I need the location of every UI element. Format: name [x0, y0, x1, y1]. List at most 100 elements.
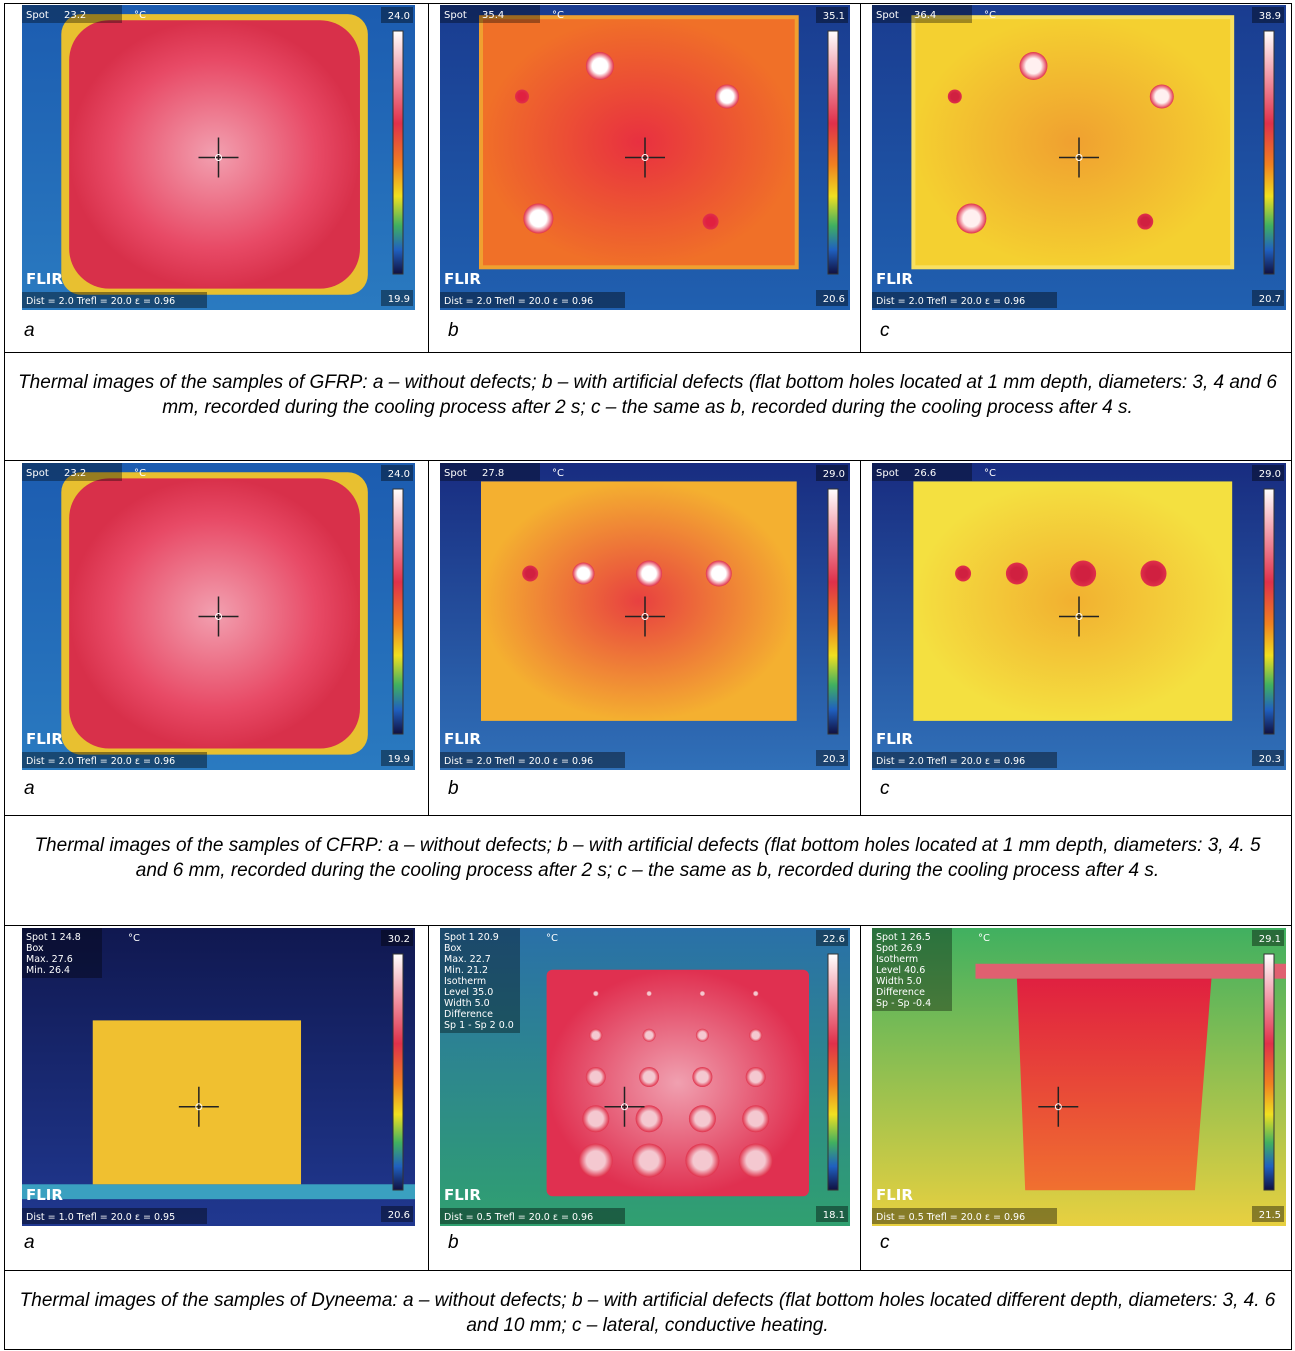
overlay-text: Min. 21.2	[444, 965, 488, 976]
overlay-text: Spot 1 20.9	[444, 932, 499, 943]
sample	[1017, 979, 1212, 1191]
thermal-image: Spot26.6°C29.020.3FLIRDist = 2.0 Trefl =…	[872, 463, 1286, 770]
defect	[586, 52, 614, 80]
unit: °C	[128, 933, 140, 944]
defect	[1137, 214, 1153, 230]
thermal-image: Spot 1 20.9BoxMax. 22.7Min. 21.2Isotherm…	[440, 928, 850, 1226]
footer: Dist = 2.0 Trefl = 20.0 ε = 0.96	[876, 756, 1025, 767]
color-scale	[1264, 954, 1274, 1190]
defect	[956, 204, 986, 234]
defect	[1150, 85, 1174, 109]
overlay-text: 23.2	[64, 468, 86, 479]
sample	[69, 478, 360, 748]
defect	[699, 991, 705, 997]
color-scale	[828, 489, 838, 734]
overlay-text: Width 5.0	[876, 976, 922, 987]
overlay-text: Max. 27.6	[26, 954, 73, 965]
overlay-text: Spot	[444, 10, 467, 21]
sample	[481, 17, 797, 267]
overlay-text: Width 5.0	[444, 998, 490, 1009]
panel-label: b	[448, 1232, 459, 1254]
defect	[955, 566, 971, 582]
sample	[93, 1020, 301, 1184]
defect	[646, 991, 652, 997]
defect	[742, 1105, 769, 1132]
panel-label: a	[24, 1232, 35, 1254]
footer: Dist = 0.5 Trefl = 20.0 ε = 0.96	[444, 1212, 593, 1223]
defect	[715, 85, 739, 109]
defect	[582, 1105, 609, 1132]
scale-min: 20.3	[823, 754, 845, 765]
defect	[643, 1029, 656, 1042]
scale-min: 20.7	[1259, 294, 1281, 305]
defect	[636, 561, 662, 587]
overlay-text: Isotherm	[876, 954, 918, 965]
scale-max: 29.1	[1259, 934, 1281, 945]
color-scale	[393, 31, 403, 274]
unit: °C	[552, 10, 564, 21]
panel-label: a	[24, 778, 35, 800]
overlay-text: Sp - Sp -0.4	[876, 998, 931, 1009]
defect	[515, 90, 529, 104]
thermal-image: Spot 35.4 °C 35.1 20.6 FLIR Dist = 2.0 Trefl =…	[440, 5, 850, 310]
logo: FLIR	[876, 270, 913, 288]
overlay-text: Spot	[444, 468, 467, 479]
scale-min: 20.6	[823, 294, 845, 305]
panel-label: c	[880, 1232, 890, 1254]
sample	[69, 20, 360, 288]
overlay-text: Min. 26.4	[26, 965, 70, 976]
defect	[632, 1143, 666, 1177]
sample	[481, 481, 797, 720]
logo: FLIR	[876, 1186, 913, 1204]
defect	[573, 563, 595, 585]
defect	[1141, 561, 1167, 587]
defect	[749, 1029, 762, 1042]
overlay-text: Spot 1 24.8	[26, 932, 81, 943]
footer: Dist = 2.0 Trefl = 20.0 ε = 0.96	[876, 296, 1025, 307]
logo: FLIR	[26, 1186, 63, 1204]
unit: °C	[984, 10, 996, 21]
scale-min: 19.9	[388, 294, 410, 305]
unit: °C	[978, 933, 990, 944]
overlay-text: Isotherm	[444, 976, 486, 987]
heater	[976, 964, 1287, 979]
unit: °C	[552, 468, 564, 479]
scale-min: 18.1	[823, 1210, 845, 1221]
scale-max: 24.0	[388, 11, 410, 22]
sample	[913, 17, 1232, 267]
defect	[689, 1105, 716, 1132]
overlay-text: 36.4	[914, 10, 936, 21]
overlay-text: Spot	[876, 10, 899, 21]
scale-max: 24.0	[388, 469, 410, 480]
thermal-image: Spot 1 26.5Spot 26.9IsothermLevel 40.6Wi…	[872, 928, 1286, 1226]
defect	[753, 991, 759, 997]
defect	[703, 214, 719, 230]
scale-max: 35.1	[823, 11, 845, 22]
panel-label: b	[448, 778, 459, 800]
overlay-text: Level 40.6	[876, 965, 925, 976]
defect	[746, 1067, 766, 1087]
overlay-text: Sp 1 - Sp 2 0.0	[444, 1020, 514, 1031]
overlay-text: Difference	[876, 987, 925, 998]
defect	[639, 1067, 659, 1087]
scale-min: 21.5	[1259, 1210, 1281, 1221]
footer: Dist = 2.0 Trefl = 20.0 ε = 0.96	[26, 756, 175, 767]
logo: FLIR	[444, 1186, 481, 1204]
overlay-text: 27.8	[482, 468, 504, 479]
defect	[685, 1143, 719, 1177]
overlay-text: 35.4	[482, 10, 504, 21]
defect	[1070, 561, 1096, 587]
logo: FLIR	[444, 270, 481, 288]
overlay-text: 26.6	[914, 468, 936, 479]
caption: Thermal images of the samples of CFRP: a…	[16, 833, 1279, 883]
overlay-text: Box	[26, 943, 44, 954]
caption: Thermal images of the samples of GFRP: a…	[16, 370, 1279, 420]
scale-max: 29.0	[823, 469, 845, 480]
logo: FLIR	[26, 270, 63, 288]
footer: Dist = 0.5 Trefl = 20.0 ε = 0.96	[876, 1212, 1025, 1223]
color-scale	[393, 954, 403, 1190]
defect	[586, 1067, 606, 1087]
footer: Dist = 2.0 Trefl = 20.0 ε = 0.96	[444, 296, 593, 307]
